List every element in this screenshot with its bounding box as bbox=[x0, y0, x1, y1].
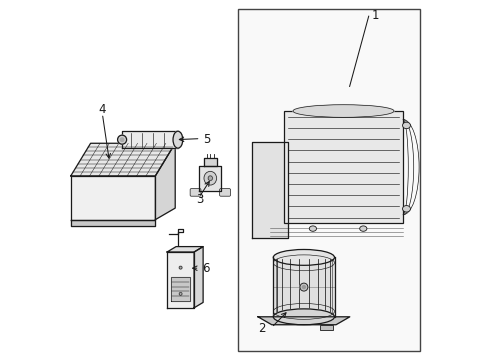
Polygon shape bbox=[167, 252, 194, 308]
Polygon shape bbox=[170, 277, 190, 301]
Ellipse shape bbox=[208, 176, 212, 180]
Bar bbox=[284, 111, 402, 223]
Text: 5: 5 bbox=[203, 133, 210, 146]
Polygon shape bbox=[194, 247, 203, 308]
Ellipse shape bbox=[273, 249, 334, 265]
Polygon shape bbox=[199, 166, 221, 191]
Polygon shape bbox=[258, 317, 349, 325]
Ellipse shape bbox=[299, 283, 307, 291]
FancyBboxPatch shape bbox=[219, 189, 230, 196]
Polygon shape bbox=[155, 143, 175, 220]
Polygon shape bbox=[71, 176, 155, 220]
Ellipse shape bbox=[402, 122, 409, 129]
FancyBboxPatch shape bbox=[190, 189, 201, 196]
Text: 1: 1 bbox=[370, 9, 378, 22]
Ellipse shape bbox=[117, 135, 126, 144]
Ellipse shape bbox=[120, 138, 123, 141]
Bar bbox=[320, 325, 333, 330]
Ellipse shape bbox=[359, 226, 366, 231]
Polygon shape bbox=[122, 131, 178, 148]
Polygon shape bbox=[167, 247, 203, 252]
Ellipse shape bbox=[173, 131, 183, 148]
Polygon shape bbox=[203, 158, 217, 166]
Text: 2: 2 bbox=[258, 322, 265, 335]
Polygon shape bbox=[71, 220, 155, 226]
Polygon shape bbox=[273, 257, 334, 317]
Bar bbox=[238, 9, 419, 351]
Polygon shape bbox=[251, 142, 287, 238]
Ellipse shape bbox=[292, 105, 393, 117]
Ellipse shape bbox=[402, 206, 409, 212]
Ellipse shape bbox=[203, 171, 216, 185]
Text: 6: 6 bbox=[202, 262, 209, 275]
Ellipse shape bbox=[302, 286, 305, 289]
Ellipse shape bbox=[179, 292, 182, 295]
Ellipse shape bbox=[309, 226, 316, 231]
Polygon shape bbox=[71, 143, 175, 176]
Text: 3: 3 bbox=[196, 193, 203, 206]
Text: 4: 4 bbox=[98, 103, 105, 116]
Ellipse shape bbox=[179, 266, 182, 269]
Ellipse shape bbox=[273, 309, 334, 325]
